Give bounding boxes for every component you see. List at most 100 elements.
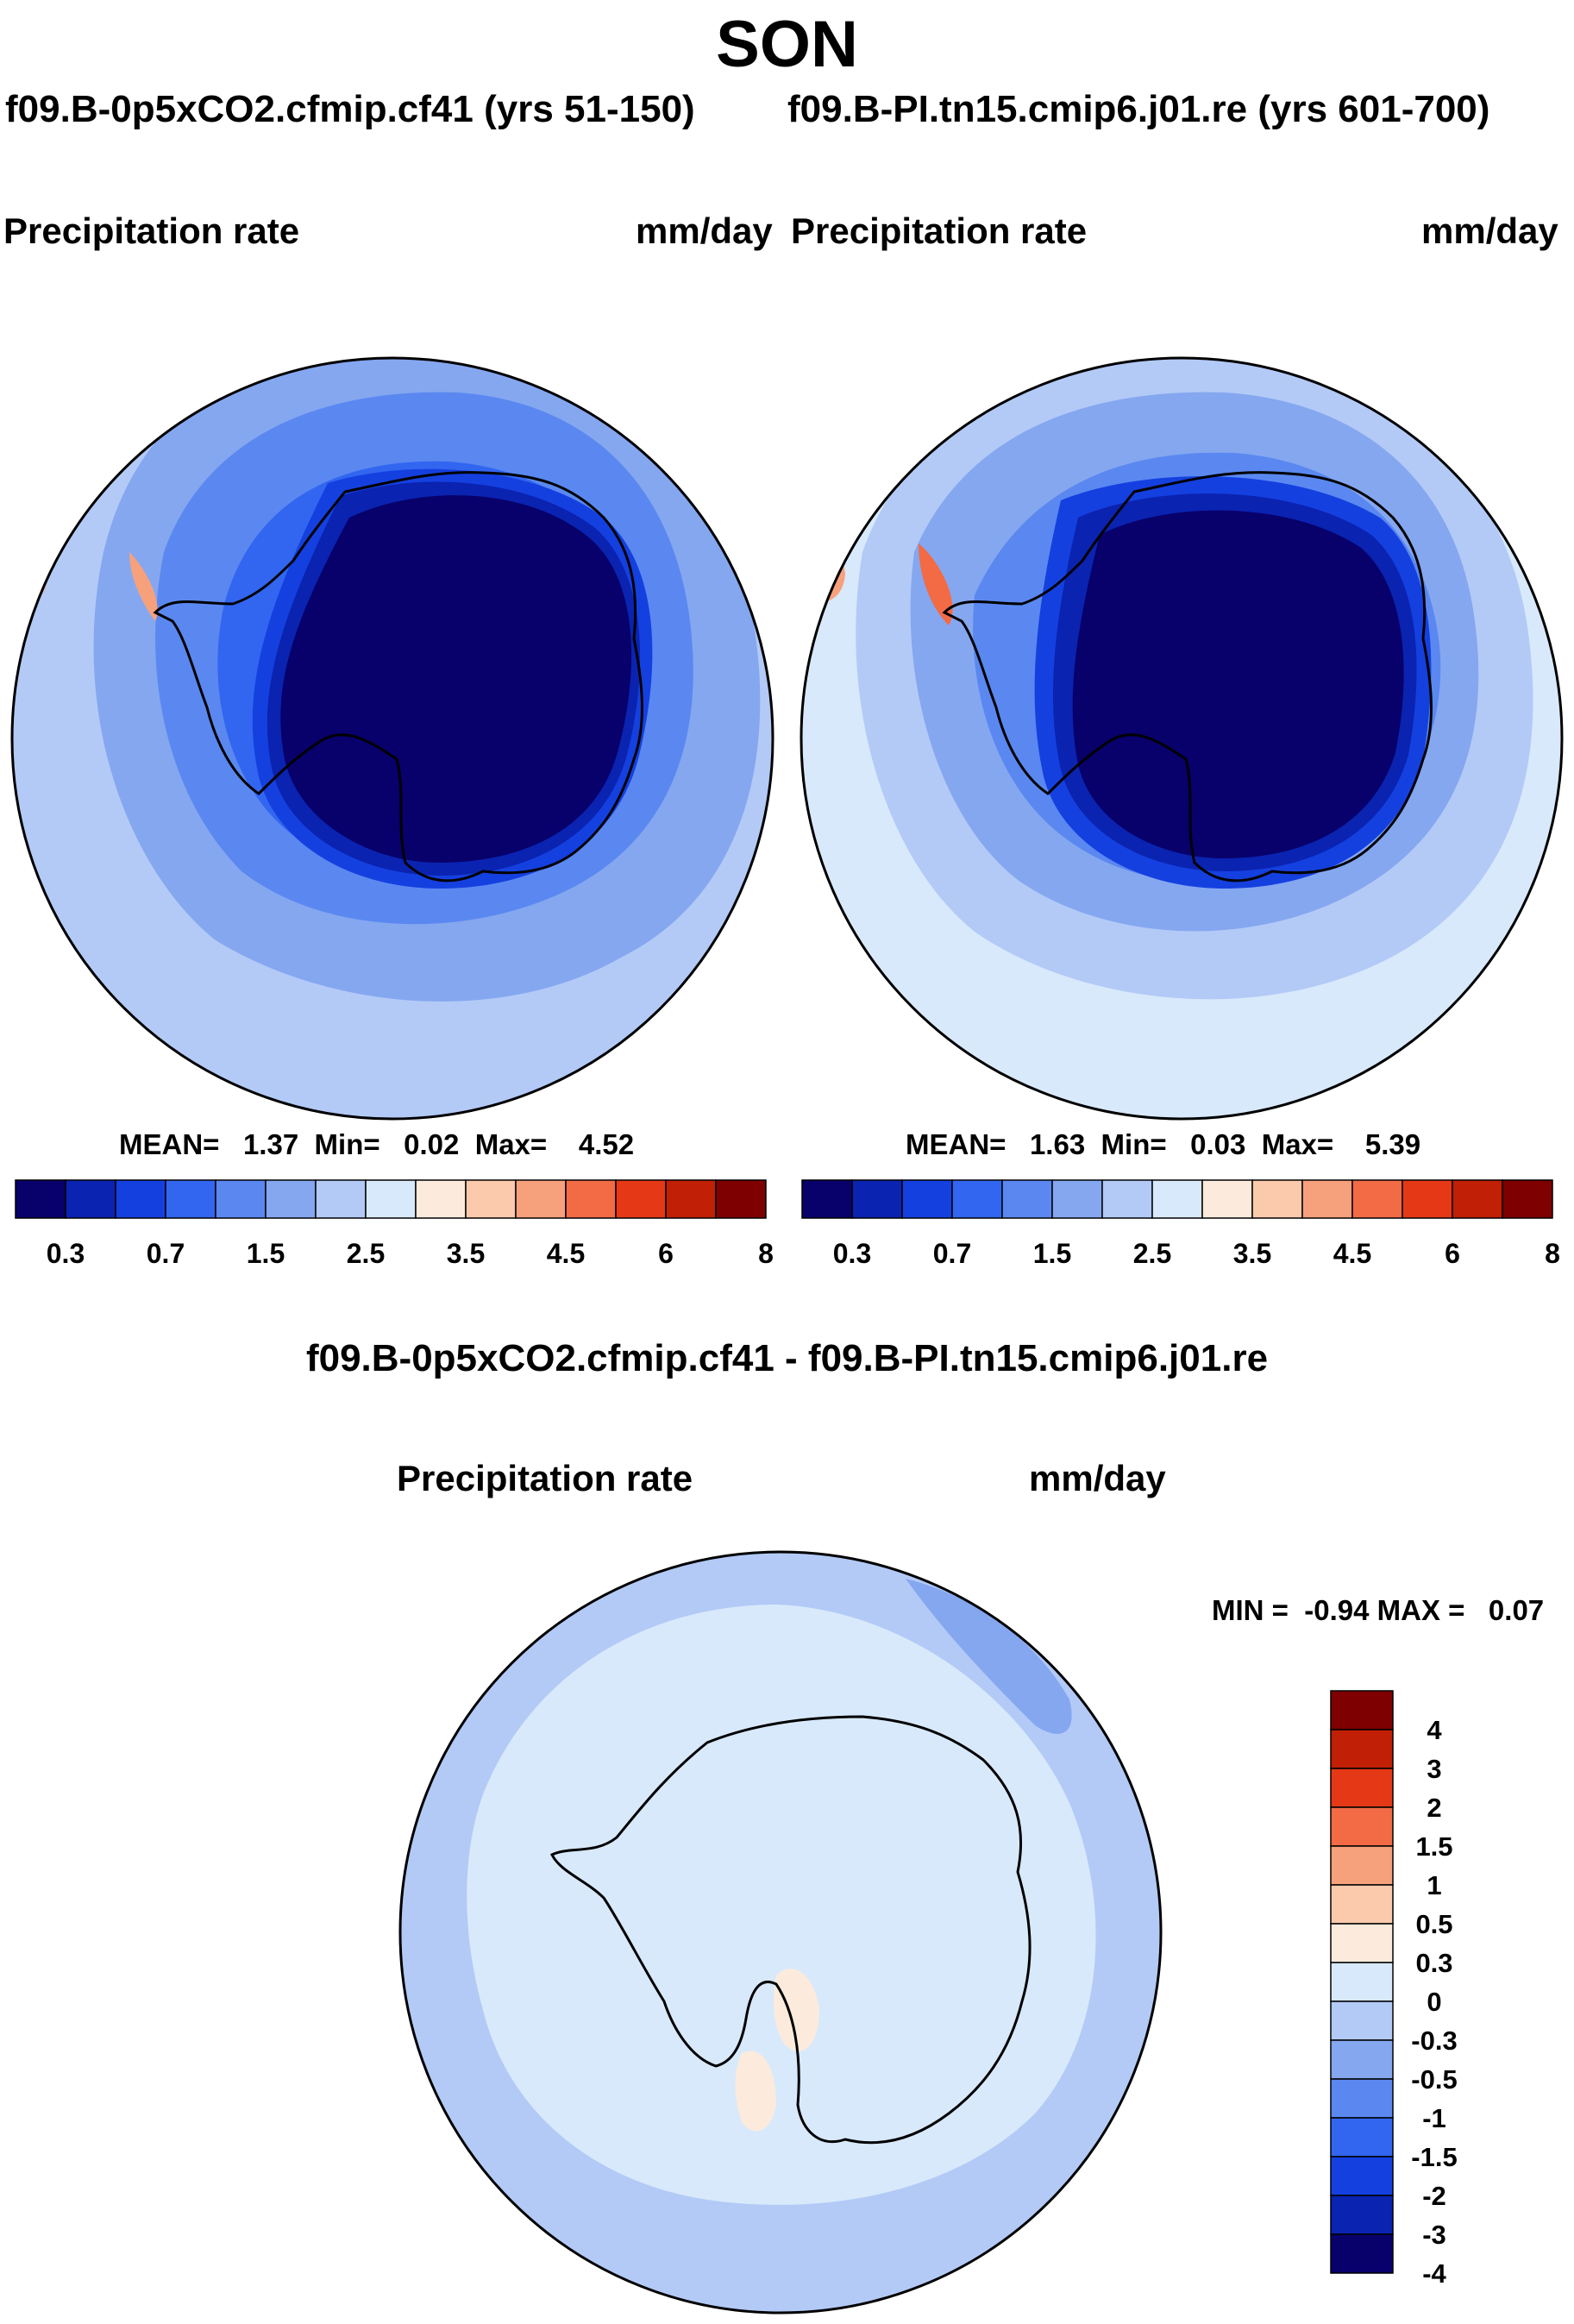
colorbar-tick-label: -2 xyxy=(1422,2181,1446,2211)
colorbar-tick-label: 2.5 xyxy=(1133,1238,1171,1269)
colorbar-swatch xyxy=(615,1179,667,1219)
mean-label: MEAN= xyxy=(119,1128,220,1160)
colorbar-swatch xyxy=(951,1179,1003,1219)
page-title: SON xyxy=(716,8,858,81)
colorbar-tick-label: 1.5 xyxy=(1415,1831,1452,1862)
colorbar-swatch xyxy=(1330,1690,1394,1730)
min-label: Min= xyxy=(1101,1128,1167,1160)
colorbar-swatch xyxy=(65,1179,116,1219)
colorbar-tick-label: -1.5 xyxy=(1411,2142,1457,2172)
colorbar-tick-label: -3 xyxy=(1422,2220,1446,2250)
mean-label: MEAN= xyxy=(906,1128,1006,1160)
colorbar-swatch xyxy=(1502,1179,1553,1219)
colorbar-tick-label: 3 xyxy=(1427,1754,1441,1784)
diff-stats: MIN = -0.94 MAX = 0.07 xyxy=(1212,1594,1545,1626)
colorbar-tick-label: 0 xyxy=(1427,1987,1441,2017)
max-label: Max= xyxy=(1261,1128,1334,1160)
antarctica-coastline xyxy=(549,1715,1032,2145)
colorbar-tick-label: -1 xyxy=(1422,2103,1446,2133)
diff-field-center xyxy=(467,1605,1096,2205)
colorbar-swatch xyxy=(715,1179,767,1219)
colorbar-swatch xyxy=(565,1179,617,1219)
colorbar-tick-label: 0.7 xyxy=(147,1238,185,1269)
colorbar-swatch xyxy=(265,1179,317,1219)
colorbar-diff: 4 3 2 1.5 1 0.5 0.3 0 -0.3 -0.5 -1 -1.5 -2 -3 -4 xyxy=(1330,1690,1458,2289)
colorbar-tick-label: 8 xyxy=(758,1238,774,1269)
colorbar-swatch xyxy=(1402,1179,1453,1219)
colorbar-tick-label: 4.5 xyxy=(1333,1238,1371,1269)
colorbar-swatch xyxy=(115,1179,166,1219)
diff-positive-area xyxy=(735,2051,776,2132)
stats-left: MEAN= 1.37 Min= 0.02 Max= 4.52 xyxy=(119,1128,634,1161)
diff-positive-area xyxy=(774,1969,819,2051)
colorbar-tick-label: 0.3 xyxy=(833,1238,871,1269)
colorbar-tick-label: 0.3 xyxy=(1415,1948,1452,1978)
units-label-diff: mm/day xyxy=(1029,1458,1166,1498)
precip-field-core xyxy=(1072,510,1404,858)
colorbar-tick-label: 4.5 xyxy=(547,1238,585,1269)
colorbar-swatch xyxy=(215,1179,267,1219)
max-value: 4.52 xyxy=(578,1128,635,1160)
min-value: 0.02 xyxy=(404,1128,460,1160)
colorbar-tick-label: 0.5 xyxy=(1415,1909,1452,1939)
mean-value: 1.37 xyxy=(242,1128,299,1160)
max-value: 5.39 xyxy=(1364,1128,1421,1160)
colorbar-tick-label: -0.5 xyxy=(1411,2064,1457,2095)
colorbar-swatch xyxy=(1151,1179,1203,1219)
colorbar-swatch xyxy=(1330,1806,1394,1847)
min-label: Min= xyxy=(314,1128,380,1160)
colorbar-tick-label: 0.3 xyxy=(47,1238,85,1269)
colorbar-tick-label: 1 xyxy=(1427,1870,1441,1900)
colorbar-swatch xyxy=(1330,2039,1394,2080)
colorbar-swatch xyxy=(1001,1179,1053,1219)
colorbar-swatch xyxy=(315,1179,367,1219)
colorbar-swatch xyxy=(1330,2195,1394,2235)
colorbar-tick-label: -4 xyxy=(1422,2258,1446,2289)
colorbar-swatch xyxy=(1330,2078,1394,2119)
colorbar-swatch xyxy=(1330,2117,1394,2158)
colorbar-swatch xyxy=(1330,2233,1394,2274)
colorbar-swatch xyxy=(1330,2001,1394,2041)
colorbar-tick-label: 1.5 xyxy=(247,1238,285,1269)
units-label-right: mm/day xyxy=(1421,210,1558,251)
mean-value: 1.63 xyxy=(1029,1128,1086,1160)
colorbar-swatch xyxy=(1330,1729,1394,1769)
variable-label-left: Precipitation rate xyxy=(3,210,300,251)
colorbar-tick-label: 8 xyxy=(1545,1238,1560,1269)
colorbar-swatch xyxy=(415,1179,467,1219)
variable-label-diff: Precipitation rate xyxy=(397,1458,693,1498)
colorbar-tick-label: -0.3 xyxy=(1411,2026,1457,2056)
colorbar-swatch xyxy=(515,1179,567,1219)
run-title-right: f09.B-PI.tn15.cmip6.j01.re (yrs 601-700) xyxy=(787,88,1490,130)
colorbar-swatch xyxy=(1251,1179,1303,1219)
precip-max-spot xyxy=(22,547,47,600)
colorbar-swatch xyxy=(15,1179,66,1219)
colorbar-swatch xyxy=(1452,1179,1503,1219)
colorbar-swatch xyxy=(665,1179,717,1219)
colorbar-tick-label: 0.7 xyxy=(933,1238,971,1269)
precip-peninsula-spot xyxy=(129,552,158,621)
map-right xyxy=(800,356,1564,1121)
antarctica-coastline xyxy=(153,471,643,882)
colorbar-right: 0.3 0.7 1.5 2.5 3.5 4.5 6 8 xyxy=(801,1179,1560,1269)
precip-field-core xyxy=(280,495,632,863)
antarctica-coastline xyxy=(942,471,1433,882)
map-boundary xyxy=(398,1550,1163,2315)
colorbar-tick-label: 6 xyxy=(658,1238,674,1269)
colorbar-swatch xyxy=(1330,2156,1394,2196)
run-title-left: f09.B-0p5xCO2.cfmip.cf41 (yrs 51-150) xyxy=(5,88,695,130)
precip-peninsula-spot xyxy=(919,543,953,625)
stats-right: MEAN= 1.63 Min= 0.03 Max= 5.39 xyxy=(906,1128,1420,1161)
colorbar-swatch xyxy=(851,1179,903,1219)
colorbar-swatch xyxy=(901,1179,953,1219)
map-diff xyxy=(398,1550,1163,2315)
colorbar-tick-label: 2.5 xyxy=(347,1238,385,1269)
colorbar-tick-label: 3.5 xyxy=(447,1238,485,1269)
colorbar-swatch xyxy=(365,1179,417,1219)
variable-label-right: Precipitation rate xyxy=(791,210,1088,251)
colorbar-swatch xyxy=(1330,1962,1394,2002)
colorbar-tick-label: 4 xyxy=(1427,1715,1442,1745)
colorbar-swatch xyxy=(1330,1884,1394,1925)
min-value: 0.03 xyxy=(1190,1128,1246,1160)
max-label: Max= xyxy=(474,1128,548,1160)
